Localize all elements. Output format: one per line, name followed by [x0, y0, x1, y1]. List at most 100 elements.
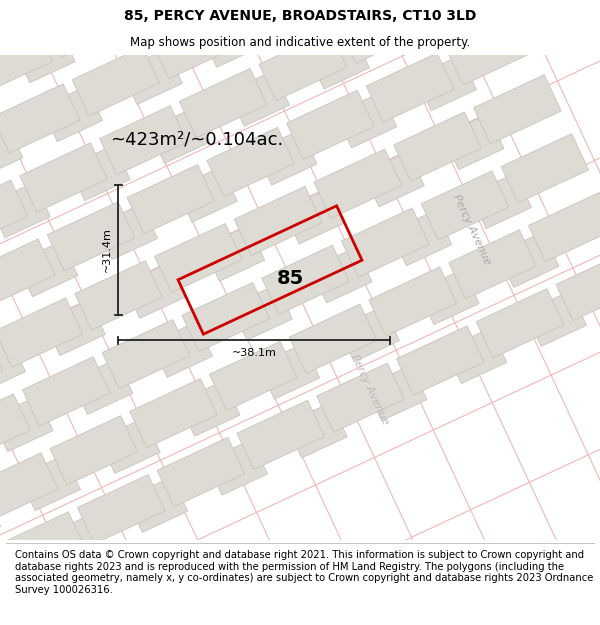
Polygon shape	[20, 143, 107, 212]
Polygon shape	[0, 338, 26, 392]
Polygon shape	[415, 55, 476, 111]
Text: Contains OS data © Crown copyright and database right 2021. This information is : Contains OS data © Crown copyright and d…	[15, 550, 593, 595]
Text: ~423m²/~0.104ac.: ~423m²/~0.104ac.	[110, 131, 283, 149]
Polygon shape	[259, 344, 320, 399]
Polygon shape	[44, 300, 105, 356]
Polygon shape	[0, 0, 25, 36]
Text: 85, PERCY AVENUE, BROADSTAIRS, CT10 3LD: 85, PERCY AVENUE, BROADSTAIRS, CT10 3LD	[124, 9, 476, 24]
Polygon shape	[501, 134, 589, 203]
Polygon shape	[0, 0, 47, 24]
Polygon shape	[419, 0, 506, 26]
Polygon shape	[44, 0, 132, 57]
Polygon shape	[47, 514, 108, 569]
Polygon shape	[100, 106, 187, 175]
Polygon shape	[421, 171, 509, 240]
Polygon shape	[0, 453, 58, 522]
Polygon shape	[289, 304, 377, 373]
Polygon shape	[0, 180, 28, 249]
Polygon shape	[391, 210, 452, 266]
Polygon shape	[22, 357, 110, 426]
Polygon shape	[228, 71, 290, 126]
Polygon shape	[207, 127, 295, 197]
Polygon shape	[256, 129, 317, 185]
Polygon shape	[287, 90, 374, 159]
Polygon shape	[209, 341, 297, 411]
Polygon shape	[0, 396, 53, 452]
Polygon shape	[446, 16, 533, 85]
Polygon shape	[0, 84, 80, 153]
Polygon shape	[173, 0, 235, 8]
Polygon shape	[19, 455, 80, 511]
Polygon shape	[445, 328, 506, 384]
Polygon shape	[16, 241, 78, 297]
Polygon shape	[124, 0, 212, 20]
Polygon shape	[308, 33, 370, 89]
Polygon shape	[339, 0, 427, 63]
Text: ~31.4m: ~31.4m	[102, 228, 112, 272]
Polygon shape	[388, 0, 449, 52]
Polygon shape	[473, 75, 561, 144]
Polygon shape	[151, 322, 212, 378]
Polygon shape	[75, 261, 163, 330]
Polygon shape	[47, 202, 135, 271]
Polygon shape	[41, 86, 103, 142]
Polygon shape	[525, 291, 586, 346]
Polygon shape	[280, 0, 342, 30]
Polygon shape	[259, 31, 347, 101]
Polygon shape	[0, 123, 23, 179]
Polygon shape	[179, 381, 240, 436]
Polygon shape	[124, 263, 185, 318]
Text: ~38.1m: ~38.1m	[232, 348, 277, 358]
Polygon shape	[182, 282, 269, 352]
Polygon shape	[231, 284, 292, 340]
Polygon shape	[201, 12, 262, 68]
Polygon shape	[96, 204, 158, 259]
Polygon shape	[262, 245, 349, 314]
Polygon shape	[232, 0, 319, 42]
Polygon shape	[0, 394, 31, 463]
Polygon shape	[176, 167, 237, 222]
Polygon shape	[0, 239, 55, 308]
Polygon shape	[94, 0, 155, 46]
Polygon shape	[394, 112, 481, 181]
Polygon shape	[0, 298, 83, 367]
Polygon shape	[0, 551, 28, 607]
Polygon shape	[443, 114, 504, 169]
Polygon shape	[449, 230, 536, 299]
Polygon shape	[0, 492, 1, 548]
Polygon shape	[0, 512, 85, 581]
Polygon shape	[363, 151, 424, 207]
Polygon shape	[77, 474, 165, 544]
Text: Map shows position and indicative extent of the property.: Map shows position and indicative extent…	[130, 36, 470, 49]
Polygon shape	[397, 326, 484, 395]
Polygon shape	[50, 416, 137, 485]
Polygon shape	[341, 208, 429, 278]
Polygon shape	[148, 108, 210, 163]
Text: 85: 85	[277, 269, 304, 288]
Polygon shape	[317, 363, 404, 432]
Polygon shape	[126, 477, 188, 532]
Polygon shape	[72, 47, 160, 116]
Polygon shape	[102, 319, 190, 389]
Polygon shape	[314, 149, 401, 218]
Polygon shape	[127, 164, 215, 234]
Polygon shape	[14, 27, 75, 82]
Polygon shape	[157, 438, 245, 507]
Polygon shape	[470, 173, 532, 229]
Polygon shape	[338, 306, 400, 362]
Polygon shape	[152, 9, 239, 79]
Polygon shape	[0, 25, 52, 94]
Text: Percy Avenue: Percy Avenue	[451, 193, 493, 267]
Text: Percy Avenue: Percy Avenue	[349, 353, 391, 427]
Polygon shape	[369, 267, 457, 336]
Polygon shape	[179, 69, 267, 138]
Polygon shape	[237, 400, 325, 469]
Polygon shape	[203, 226, 265, 281]
Polygon shape	[71, 359, 133, 414]
Polygon shape	[121, 49, 182, 104]
Polygon shape	[155, 224, 242, 292]
Polygon shape	[283, 189, 344, 244]
Polygon shape	[529, 192, 600, 262]
Polygon shape	[311, 248, 372, 303]
Polygon shape	[68, 145, 130, 201]
